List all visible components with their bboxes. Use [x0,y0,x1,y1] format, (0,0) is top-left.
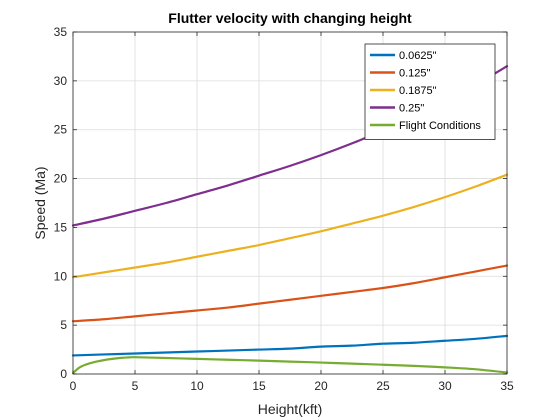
series-layer [71,65,509,375]
legend-box [364,43,496,140]
x-tick-label: 0 [70,379,77,393]
x-tick-label: 10 [190,379,204,393]
plot-frame [72,31,508,375]
series-line-3 [71,173,509,279]
x-tick-label: 15 [252,379,266,393]
x-tick-label: 25 [376,379,390,393]
y-tick-label: 0 [60,367,67,381]
x-axis-label: Height(kft) [258,401,323,417]
x-tick-label: 30 [438,379,452,393]
series-line-1 [71,334,509,357]
x-tick-label: 20 [314,379,328,393]
chart-title: Flutter velocity with changing height [168,10,412,26]
y-tick-label: 20 [54,172,68,186]
legend-entry-label: Flight Conditions [399,120,481,132]
y-tick-label: 35 [54,25,68,39]
legend-entry-label: 0.125" [399,68,431,80]
series-line-5 [71,356,509,375]
y-axis-label: Speed (Ma) [32,166,48,239]
x-tick-label: 5 [132,379,139,393]
x-tick-label: 35 [500,379,514,393]
y-tick-label: 15 [54,220,68,234]
legend-entry-label: 0.0625" [399,50,437,62]
legend-entry-label: 0.25" [399,103,424,115]
legend: 0.0625" 0.125" 0.1875" 0.25" Flight Conditio… [364,43,496,140]
series-line-2 [71,264,509,323]
y-tick-label: 5 [60,318,67,332]
y-tick-label: 10 [54,269,68,283]
y-tick-label: 30 [54,74,68,88]
y-tick-label: 25 [54,123,68,137]
ticks: 0 5 10 15 20 25 30 35 0 5 10 15 20 25 30 35 [54,25,514,393]
legend-entry-label: 0.1875" [399,85,437,97]
